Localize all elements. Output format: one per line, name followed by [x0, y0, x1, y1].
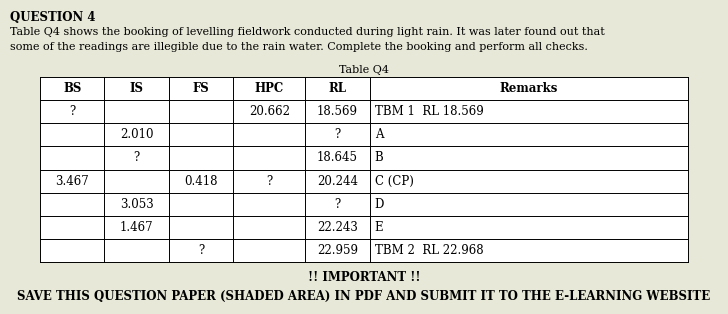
Text: D: D [375, 198, 384, 211]
Text: ?: ? [334, 128, 341, 141]
Text: SAVE THIS QUESTION PAPER (SHADED AREA) IN PDF AND SUBMIT IT TO THE E-LEARNING WE: SAVE THIS QUESTION PAPER (SHADED AREA) I… [17, 290, 711, 303]
Text: IS: IS [130, 82, 143, 95]
Text: 0.418: 0.418 [184, 175, 218, 188]
Text: 18.645: 18.645 [317, 151, 358, 165]
Text: !! IMPORTANT !!: !! IMPORTANT !! [308, 271, 420, 284]
Text: 22.243: 22.243 [317, 221, 358, 234]
Text: QUESTION 4: QUESTION 4 [10, 11, 95, 24]
Text: BS: BS [63, 82, 82, 95]
Text: 22.959: 22.959 [317, 244, 358, 257]
Text: TBM 2  RL 22.968: TBM 2 RL 22.968 [375, 244, 483, 257]
Text: B: B [375, 151, 384, 165]
Text: some of the readings are illegible due to the rain water. Complete the booking a: some of the readings are illegible due t… [10, 42, 588, 52]
Text: E: E [375, 221, 384, 234]
Text: HPC: HPC [255, 82, 284, 95]
Text: ?: ? [334, 198, 341, 211]
Text: ?: ? [198, 244, 204, 257]
Text: 20.662: 20.662 [249, 105, 290, 118]
Text: Table Q4: Table Q4 [339, 65, 389, 75]
Text: ?: ? [69, 105, 76, 118]
Text: 18.569: 18.569 [317, 105, 358, 118]
Text: Table Q4 shows the booking of levelling fieldwork conducted during light rain. I: Table Q4 shows the booking of levelling … [10, 27, 605, 37]
Text: Remarks: Remarks [499, 82, 558, 95]
Text: 3.467: 3.467 [55, 175, 89, 188]
Text: ?: ? [133, 151, 140, 165]
Text: 20.244: 20.244 [317, 175, 358, 188]
Text: ?: ? [266, 175, 272, 188]
Text: FS: FS [193, 82, 210, 95]
Text: 1.467: 1.467 [120, 221, 154, 234]
Text: A: A [375, 128, 383, 141]
Text: 3.053: 3.053 [120, 198, 154, 211]
Text: RL: RL [328, 82, 347, 95]
Text: C (CP): C (CP) [375, 175, 414, 188]
Text: 2.010: 2.010 [120, 128, 154, 141]
Text: TBM 1  RL 18.569: TBM 1 RL 18.569 [375, 105, 483, 118]
